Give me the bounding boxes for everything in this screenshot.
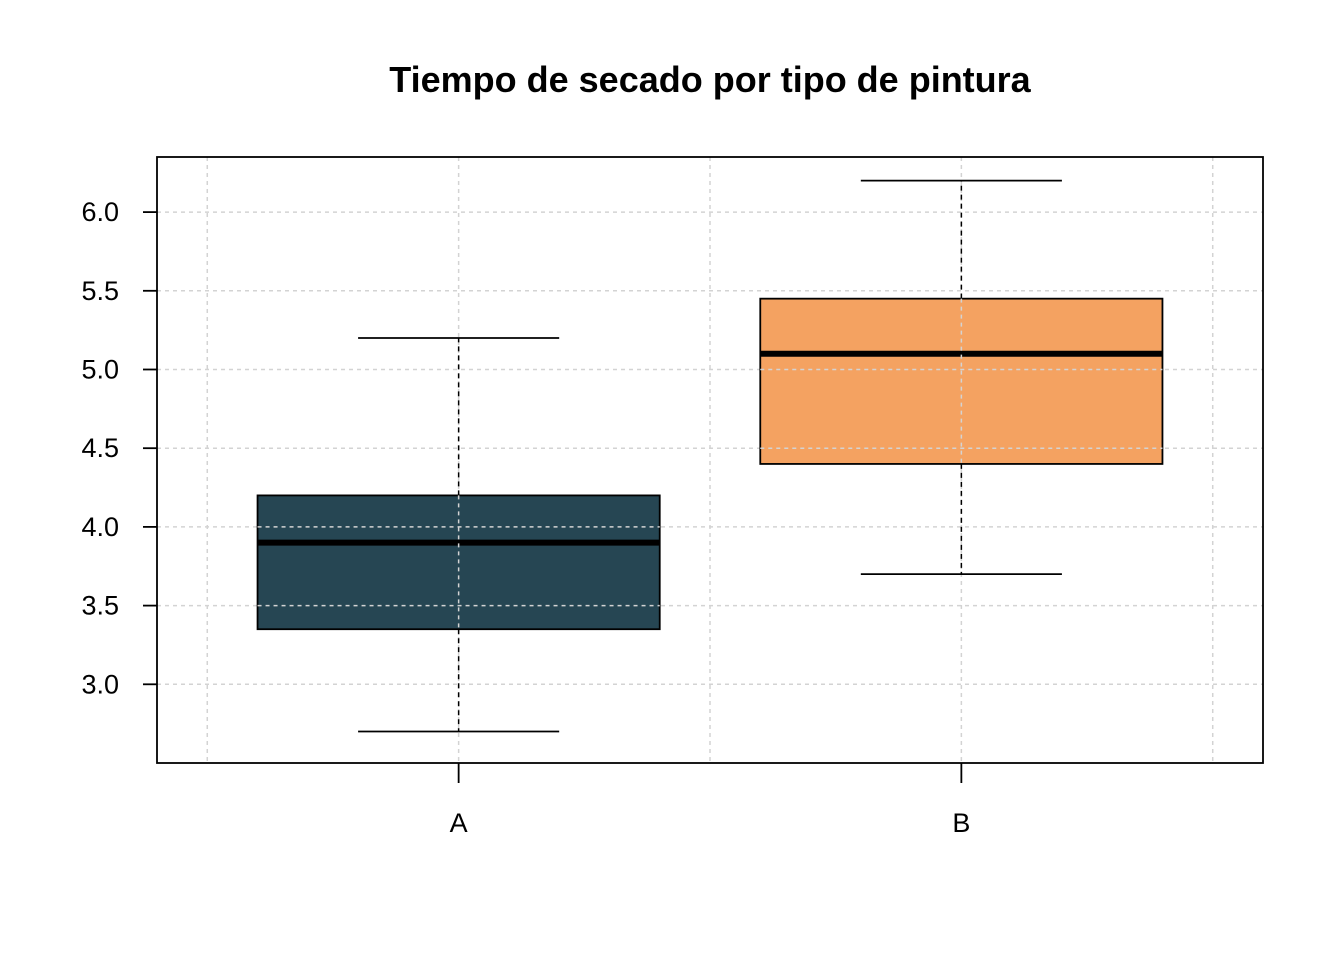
y-tick-label: 5.0 — [81, 354, 119, 384]
x-tick-label: B — [952, 808, 970, 838]
plot-frame — [156, 156, 1264, 764]
y-tick-label: 5.5 — [81, 276, 119, 306]
y-tick-label: 3.5 — [81, 591, 119, 621]
y-tick-label: 3.0 — [81, 669, 119, 699]
boxes — [256, 179, 1164, 733]
y-tick-label: 4.5 — [81, 433, 119, 463]
y-tick-label: 4.0 — [81, 512, 119, 542]
y-axis: 3.0 3.5 4.0 4.5 5.0 5.5 6.0 — [81, 197, 157, 699]
chart-title: Tiempo de secado por tipo de pintura — [389, 59, 1031, 100]
x-tick-label: A — [450, 808, 468, 838]
y-tick-label: 6.0 — [81, 197, 119, 227]
